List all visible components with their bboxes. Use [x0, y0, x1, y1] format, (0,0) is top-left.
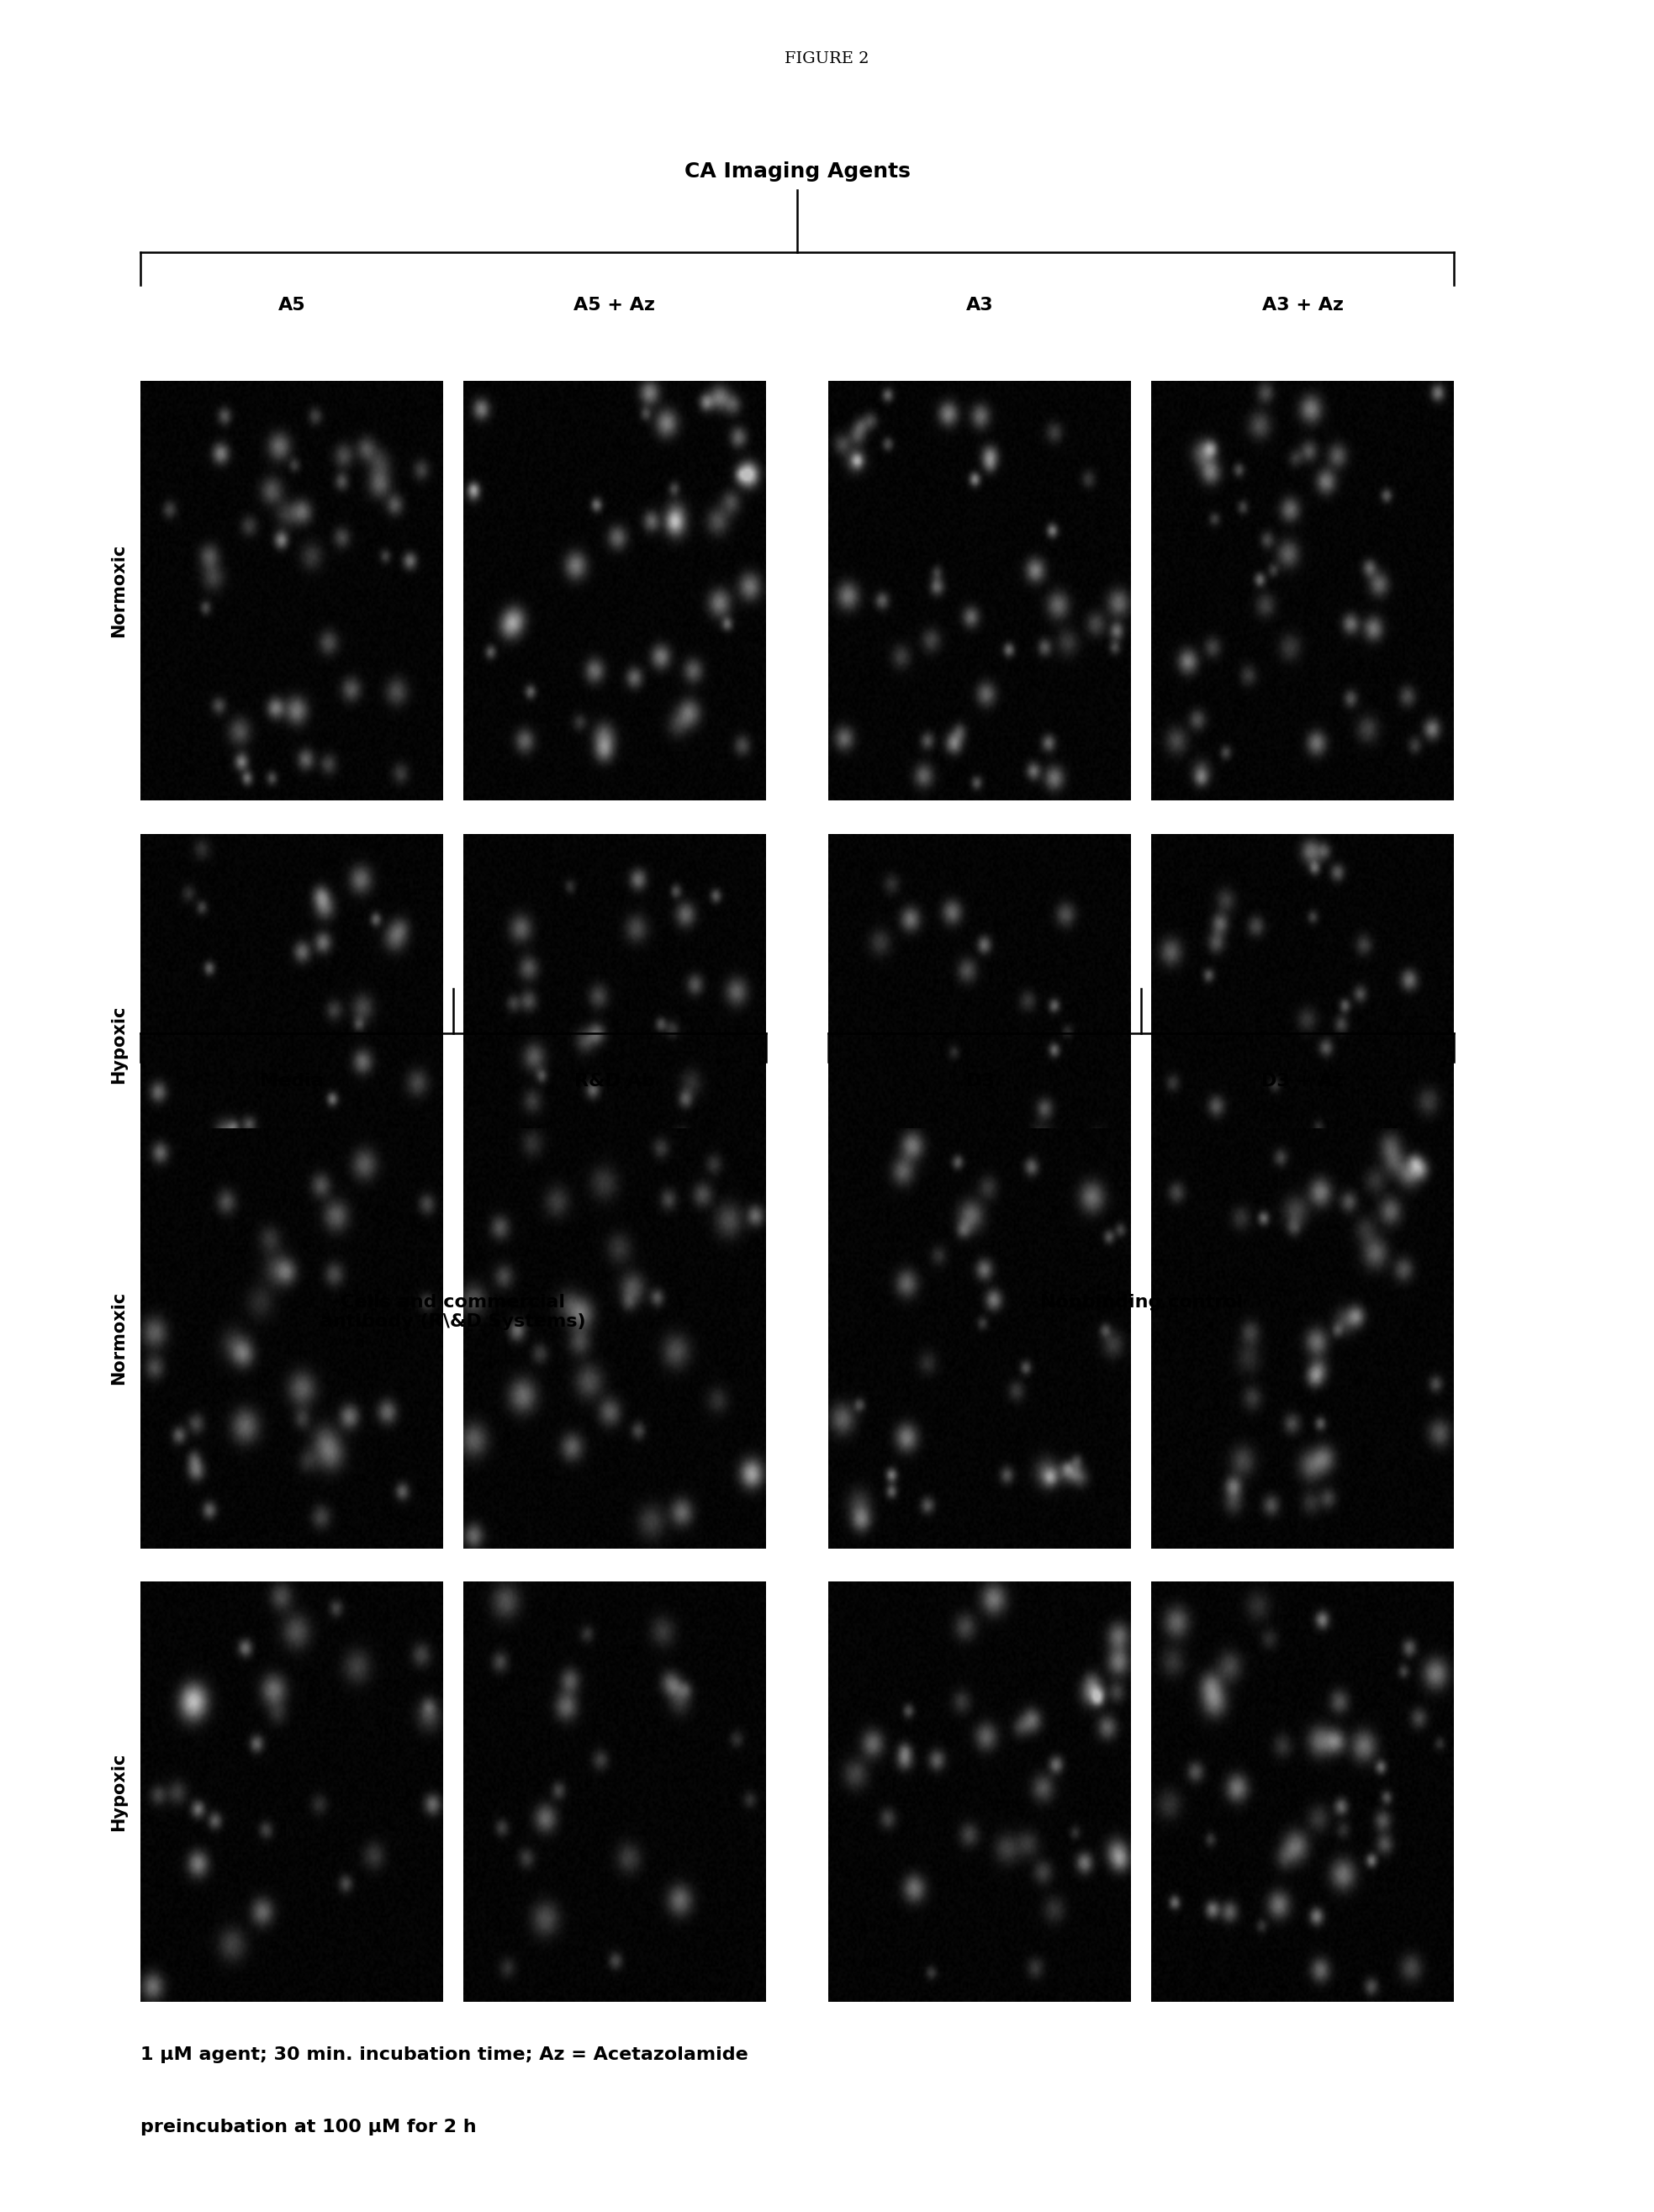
Text: preincubation at 100 μM for 2 h: preincubation at 100 μM for 2 h	[141, 2119, 476, 2137]
Text: FIGURE 2: FIGURE 2	[784, 51, 870, 66]
Text: A3: A3	[966, 296, 994, 314]
Text: D3 + Az: D3 + Az	[1262, 1073, 1343, 1091]
Text: Normoxic: Normoxic	[111, 1292, 127, 1385]
Text: D3: D3	[966, 1073, 994, 1091]
Text: Nonbinding control: Nonbinding control	[1040, 1294, 1242, 1312]
Text: CA Imaging Agents: CA Imaging Agents	[685, 161, 910, 181]
Text: A3 + Az: A3 + Az	[1262, 296, 1343, 314]
Text: A5: A5	[278, 296, 306, 314]
Text: Hypoxic: Hypoxic	[111, 1752, 127, 1832]
Text: Media: Media	[260, 1073, 324, 1091]
Text: R&D Ab: R&D Ab	[574, 1073, 655, 1091]
Text: 1 μM agent; 30 min. incubation time; Az = Acetazolamide: 1 μM agent; 30 min. incubation time; Az …	[141, 2046, 748, 2064]
Text: A5 + Az: A5 + Az	[574, 296, 655, 314]
Text: Hypoxic: Hypoxic	[111, 1004, 127, 1084]
Text: Cells and commercial
antibody (R\&D Systems): Cells and commercial antibody (R\&D Syst…	[321, 1294, 586, 1329]
Text: Normoxic: Normoxic	[111, 544, 127, 637]
